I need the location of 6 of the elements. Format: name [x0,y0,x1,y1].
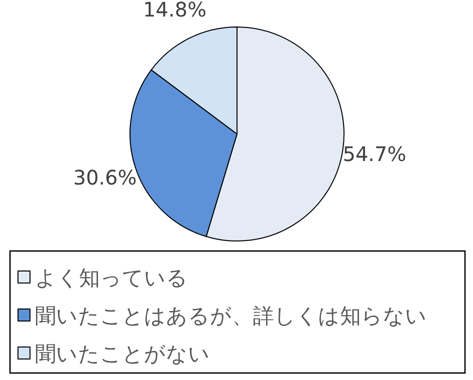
legend-label: 聞いたことがない [35,342,210,366]
data-label: 30.6% [73,166,137,190]
data-label: 14.8% [142,0,207,22]
legend-label: 聞いたことはあるが、詳しくは知らない [35,304,427,328]
data-label: 54.7% [342,142,406,166]
legend-label: よく知っている [35,266,188,290]
